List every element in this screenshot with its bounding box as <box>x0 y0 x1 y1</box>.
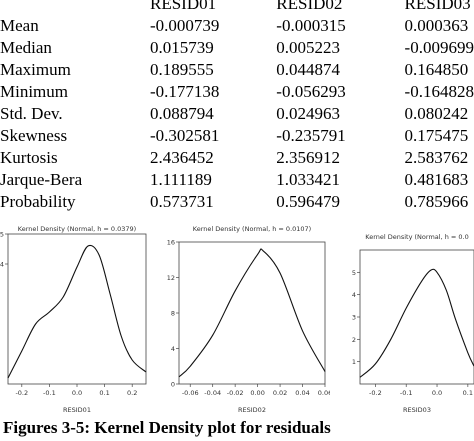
kernel-density-chart-resid03: Kernel Density (Normal, h = 0.0 -0.2 -0.1 0… <box>352 233 474 414</box>
row-label: Std. Dev. <box>0 104 63 123</box>
x-tick-label: -0.04 <box>204 389 221 397</box>
table-cell: 0.573731 <box>149 192 214 211</box>
x-axis-label: RESID02 <box>238 406 266 414</box>
x-tick-label: -0.06 <box>182 389 199 397</box>
x-axis-label: RESID01 <box>63 406 91 414</box>
plot-frame <box>359 249 474 385</box>
table-cell: 0.596479 <box>276 192 341 211</box>
chart-title: Kernel Density (Normal, h = 0.0 <box>365 233 469 241</box>
y-tick-label: 3 <box>352 314 356 322</box>
table-cell: 0.015739 <box>149 38 214 57</box>
y-tick-label: 5 <box>0 231 4 239</box>
table-cell: 0.080242 <box>404 104 469 123</box>
table-cell: -0.302581 <box>149 126 220 145</box>
table-cell: -0.056293 <box>276 82 346 101</box>
table-cell: -0.000739 <box>149 16 220 35</box>
table-header-row: RESID01 RESID02 RESID03 <box>0 0 474 15</box>
x-tick-label: -0.2 <box>369 389 382 397</box>
density-curve <box>7 244 147 379</box>
y-tick-label: 2 <box>352 336 356 344</box>
descriptive-statistics-table: RESID01 RESID02 RESID03 Mean -0.000739 -… <box>0 0 474 213</box>
row-label: Probability <box>0 192 76 211</box>
column-header: RESID01 <box>149 0 217 13</box>
table-cell: 1.033421 <box>276 170 341 189</box>
density-curve <box>359 268 474 378</box>
table-cell: 0.088794 <box>149 104 214 123</box>
kernel-density-chart-resid01: Kernel Density (Normal, h = 0.0379) -0.2 -… <box>0 225 147 414</box>
x-tick-label: -0.2 <box>15 389 28 397</box>
y-tick-label: 1 <box>352 358 356 366</box>
x-tick-label: 0.0 <box>72 389 82 397</box>
x-tick-label: 0.2 <box>127 389 137 397</box>
y-tick-label: 0 <box>171 381 175 389</box>
table-cell: 0.481683 <box>404 170 469 189</box>
table-row: Skewness -0.302581 -0.235791 0.175475 <box>0 125 474 147</box>
x-axis-label: RESID03 <box>403 406 431 414</box>
table-row: Kurtosis 2.436452 2.356912 2.583762 <box>0 147 474 169</box>
table-cell: 0.024963 <box>276 104 341 123</box>
table-cell: 2.583762 <box>404 148 469 167</box>
y-tick-label: 4 <box>0 261 4 269</box>
y-tick-label: 16 <box>167 239 175 247</box>
row-label: Jarque-Bera <box>0 170 83 189</box>
table-cell: 0.000363 <box>404 16 469 35</box>
row-label: Minimum <box>0 82 69 101</box>
x-tick-label: 0.1 <box>99 389 109 397</box>
table-row: Mean -0.000739 -0.000315 0.000363 <box>0 15 474 37</box>
y-tick-label: 4 <box>171 345 175 353</box>
row-label: Maximum <box>0 60 71 79</box>
figure-caption: Figures 3-5: Kernel Density plot for res… <box>3 418 331 437</box>
y-tick-label: 12 <box>167 274 175 282</box>
x-tick-label: 0.06 <box>318 389 330 397</box>
row-label: Skewness <box>0 126 68 145</box>
table-cell: -0.177138 <box>149 82 220 101</box>
table-cell: 0.785966 <box>404 192 469 211</box>
y-tick-label: 4 <box>352 291 356 299</box>
y-tick-label: 5 <box>352 269 356 277</box>
density-curve <box>178 248 326 378</box>
y-tick-label: 8 <box>171 310 175 318</box>
table-row: Jarque-Bera 1.111189 1.033421 0.481683 <box>0 169 474 191</box>
table-cell: -0.000315 <box>276 16 346 35</box>
table-row: Std. Dev. 0.088794 0.024963 0.080242 <box>0 103 474 125</box>
x-tick-label: 0.0 <box>432 389 442 397</box>
table-row: Minimum -0.177138 -0.056293 -0.164828 <box>0 81 474 103</box>
table-row: Median 0.015739 0.005223 -0.009699 <box>0 37 474 59</box>
table-cell: -0.164828 <box>404 82 474 101</box>
x-tick-label: 0.00 <box>250 389 264 397</box>
chart-title: Kernel Density (Normal, h = 0.0379) <box>18 225 136 233</box>
kernel-density-chart-resid02: Kernel Density (Normal, h = 0.0107) -0.06… <box>167 225 330 414</box>
table-row: Maximum 0.189555 0.044874 0.164850 <box>0 59 474 81</box>
row-label: Kurtosis <box>0 148 58 167</box>
table-cell: 2.436452 <box>149 148 214 167</box>
table-cell: 1.111189 <box>149 170 212 189</box>
header-spacer <box>0 0 150 15</box>
x-tick-label: -0.02 <box>227 389 244 397</box>
row-label: Median <box>0 38 52 57</box>
x-tick-label: 0.1 <box>463 389 473 397</box>
table-cell: -0.009699 <box>404 38 474 57</box>
table-cell: -0.235791 <box>276 126 346 145</box>
x-tick-label: -0.1 <box>400 389 413 397</box>
table-cell: 0.164850 <box>404 60 469 79</box>
x-tick-label: -0.1 <box>43 389 56 397</box>
x-tick-label: 0.04 <box>295 389 309 397</box>
plot-frame <box>7 233 147 385</box>
table-cell: 0.175475 <box>404 126 469 145</box>
table-row: Probability 0.573731 0.596479 0.785966 <box>0 191 474 213</box>
table-cell: 2.356912 <box>276 148 341 167</box>
row-label: Mean <box>0 16 39 35</box>
column-header: RESID02 <box>276 0 343 13</box>
table-cell: 0.044874 <box>276 60 341 79</box>
chart-title: Kernel Density (Normal, h = 0.0107) <box>193 225 311 233</box>
table-cell: 0.005223 <box>276 38 341 57</box>
table-cell: 0.189555 <box>149 60 214 79</box>
column-header: RESID03 <box>404 0 471 13</box>
x-tick-label: 0.02 <box>273 389 287 397</box>
